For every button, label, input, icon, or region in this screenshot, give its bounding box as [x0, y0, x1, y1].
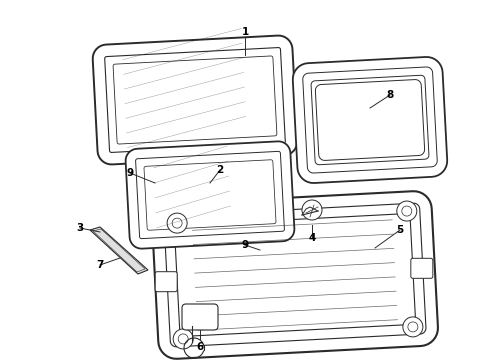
- Text: 6: 6: [196, 342, 204, 352]
- Text: 8: 8: [387, 90, 393, 100]
- Circle shape: [173, 329, 193, 349]
- Circle shape: [403, 317, 423, 337]
- Text: 5: 5: [396, 225, 404, 235]
- Text: 1: 1: [242, 27, 248, 37]
- Polygon shape: [93, 36, 297, 165]
- Circle shape: [167, 213, 187, 233]
- FancyBboxPatch shape: [411, 258, 433, 278]
- Text: 9: 9: [242, 240, 248, 250]
- Polygon shape: [303, 67, 437, 173]
- Text: 4: 4: [308, 233, 316, 243]
- Text: 3: 3: [76, 223, 84, 233]
- Text: 7: 7: [97, 260, 104, 270]
- FancyBboxPatch shape: [182, 304, 218, 330]
- FancyBboxPatch shape: [155, 272, 177, 292]
- Text: 9: 9: [126, 168, 134, 178]
- Polygon shape: [125, 141, 294, 249]
- Polygon shape: [316, 80, 425, 161]
- Circle shape: [302, 200, 322, 220]
- Polygon shape: [293, 57, 447, 183]
- Text: 2: 2: [217, 165, 223, 175]
- Polygon shape: [152, 191, 438, 359]
- Circle shape: [397, 201, 417, 221]
- Polygon shape: [90, 227, 148, 274]
